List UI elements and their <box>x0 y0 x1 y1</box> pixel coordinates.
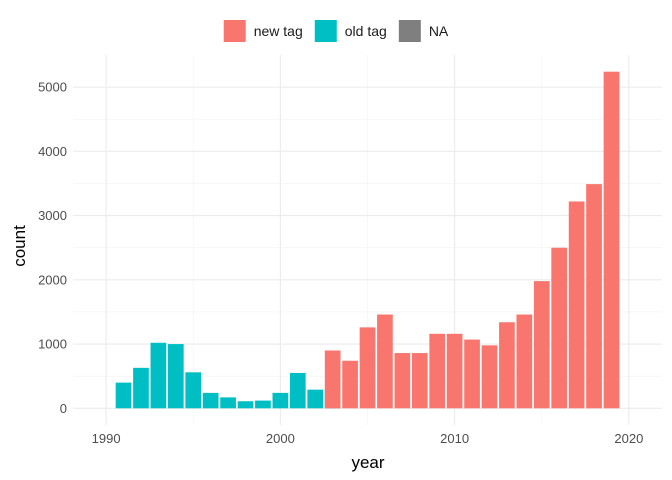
x-tick-label: 2010 <box>440 431 469 446</box>
bar-old-tag-1995 <box>185 372 202 409</box>
bar-new-tag-2006 <box>377 314 393 409</box>
bar-new-tag-2019 <box>603 71 620 409</box>
bar-old-tag-1997 <box>220 397 236 409</box>
legend-key-new-tag <box>223 20 246 42</box>
bar-old-tag-1998 <box>237 401 254 409</box>
bar-new-tag-2008 <box>411 353 428 409</box>
bar-new-tag-2010 <box>446 333 463 409</box>
bar-new-tag-2018 <box>586 184 602 409</box>
legend: new tag old tag NA <box>223 20 449 42</box>
bar-old-tag-1994 <box>167 344 184 409</box>
bar-old-tag-2001 <box>289 372 306 409</box>
x-tick-label: 2000 <box>266 431 295 446</box>
y-tick-label: 1000 <box>38 337 67 352</box>
legend-label-na: NA <box>429 23 449 39</box>
x-tick-label: 2020 <box>614 431 643 446</box>
bar-old-tag-2000 <box>272 392 289 409</box>
y-tick-label: 0 <box>60 401 67 416</box>
x-tick-label: 1990 <box>92 431 121 446</box>
x-axis-title: year <box>351 453 384 472</box>
y-tick-label: 3000 <box>38 208 67 223</box>
bar-new-tag-2016 <box>551 247 568 409</box>
bar-new-tag-2011 <box>464 339 480 409</box>
legend-label-old-tag: old tag <box>345 23 387 39</box>
legend-key-na <box>398 20 421 42</box>
bar-old-tag-1991 <box>115 382 132 409</box>
bar-old-tag-1996 <box>202 392 219 409</box>
legend-key-old-tag <box>314 20 337 42</box>
bar-old-tag-1992 <box>133 367 149 409</box>
y-tick-label: 4000 <box>38 144 67 159</box>
bar-new-tag-2012 <box>481 345 498 409</box>
x-axis-ticks: 1990 2000 2010 2020 <box>92 431 644 446</box>
legend-label-new-tag: new tag <box>254 23 303 39</box>
bar-new-tag-2017 <box>568 201 585 409</box>
bars <box>115 71 620 409</box>
y-tick-label: 2000 <box>38 272 67 287</box>
bar-new-tag-2009 <box>429 333 446 409</box>
y-axis-ticks: 0 1000 2000 3000 4000 5000 <box>38 80 67 416</box>
bar-old-tag-2002 <box>307 389 324 409</box>
bar-new-tag-2004 <box>342 360 358 409</box>
bar-new-tag-2003 <box>324 350 341 409</box>
y-tick-label: 5000 <box>38 80 67 95</box>
bar-old-tag-1993 <box>150 342 167 409</box>
bar-old-tag-1999 <box>255 400 271 409</box>
bar-new-tag-2015 <box>533 281 550 409</box>
bar-new-tag-2007 <box>394 353 411 409</box>
bar-new-tag-2005 <box>359 327 376 409</box>
bar-new-tag-2014 <box>516 314 533 409</box>
y-axis-title: count <box>10 225 29 267</box>
bar-new-tag-2013 <box>499 322 515 409</box>
